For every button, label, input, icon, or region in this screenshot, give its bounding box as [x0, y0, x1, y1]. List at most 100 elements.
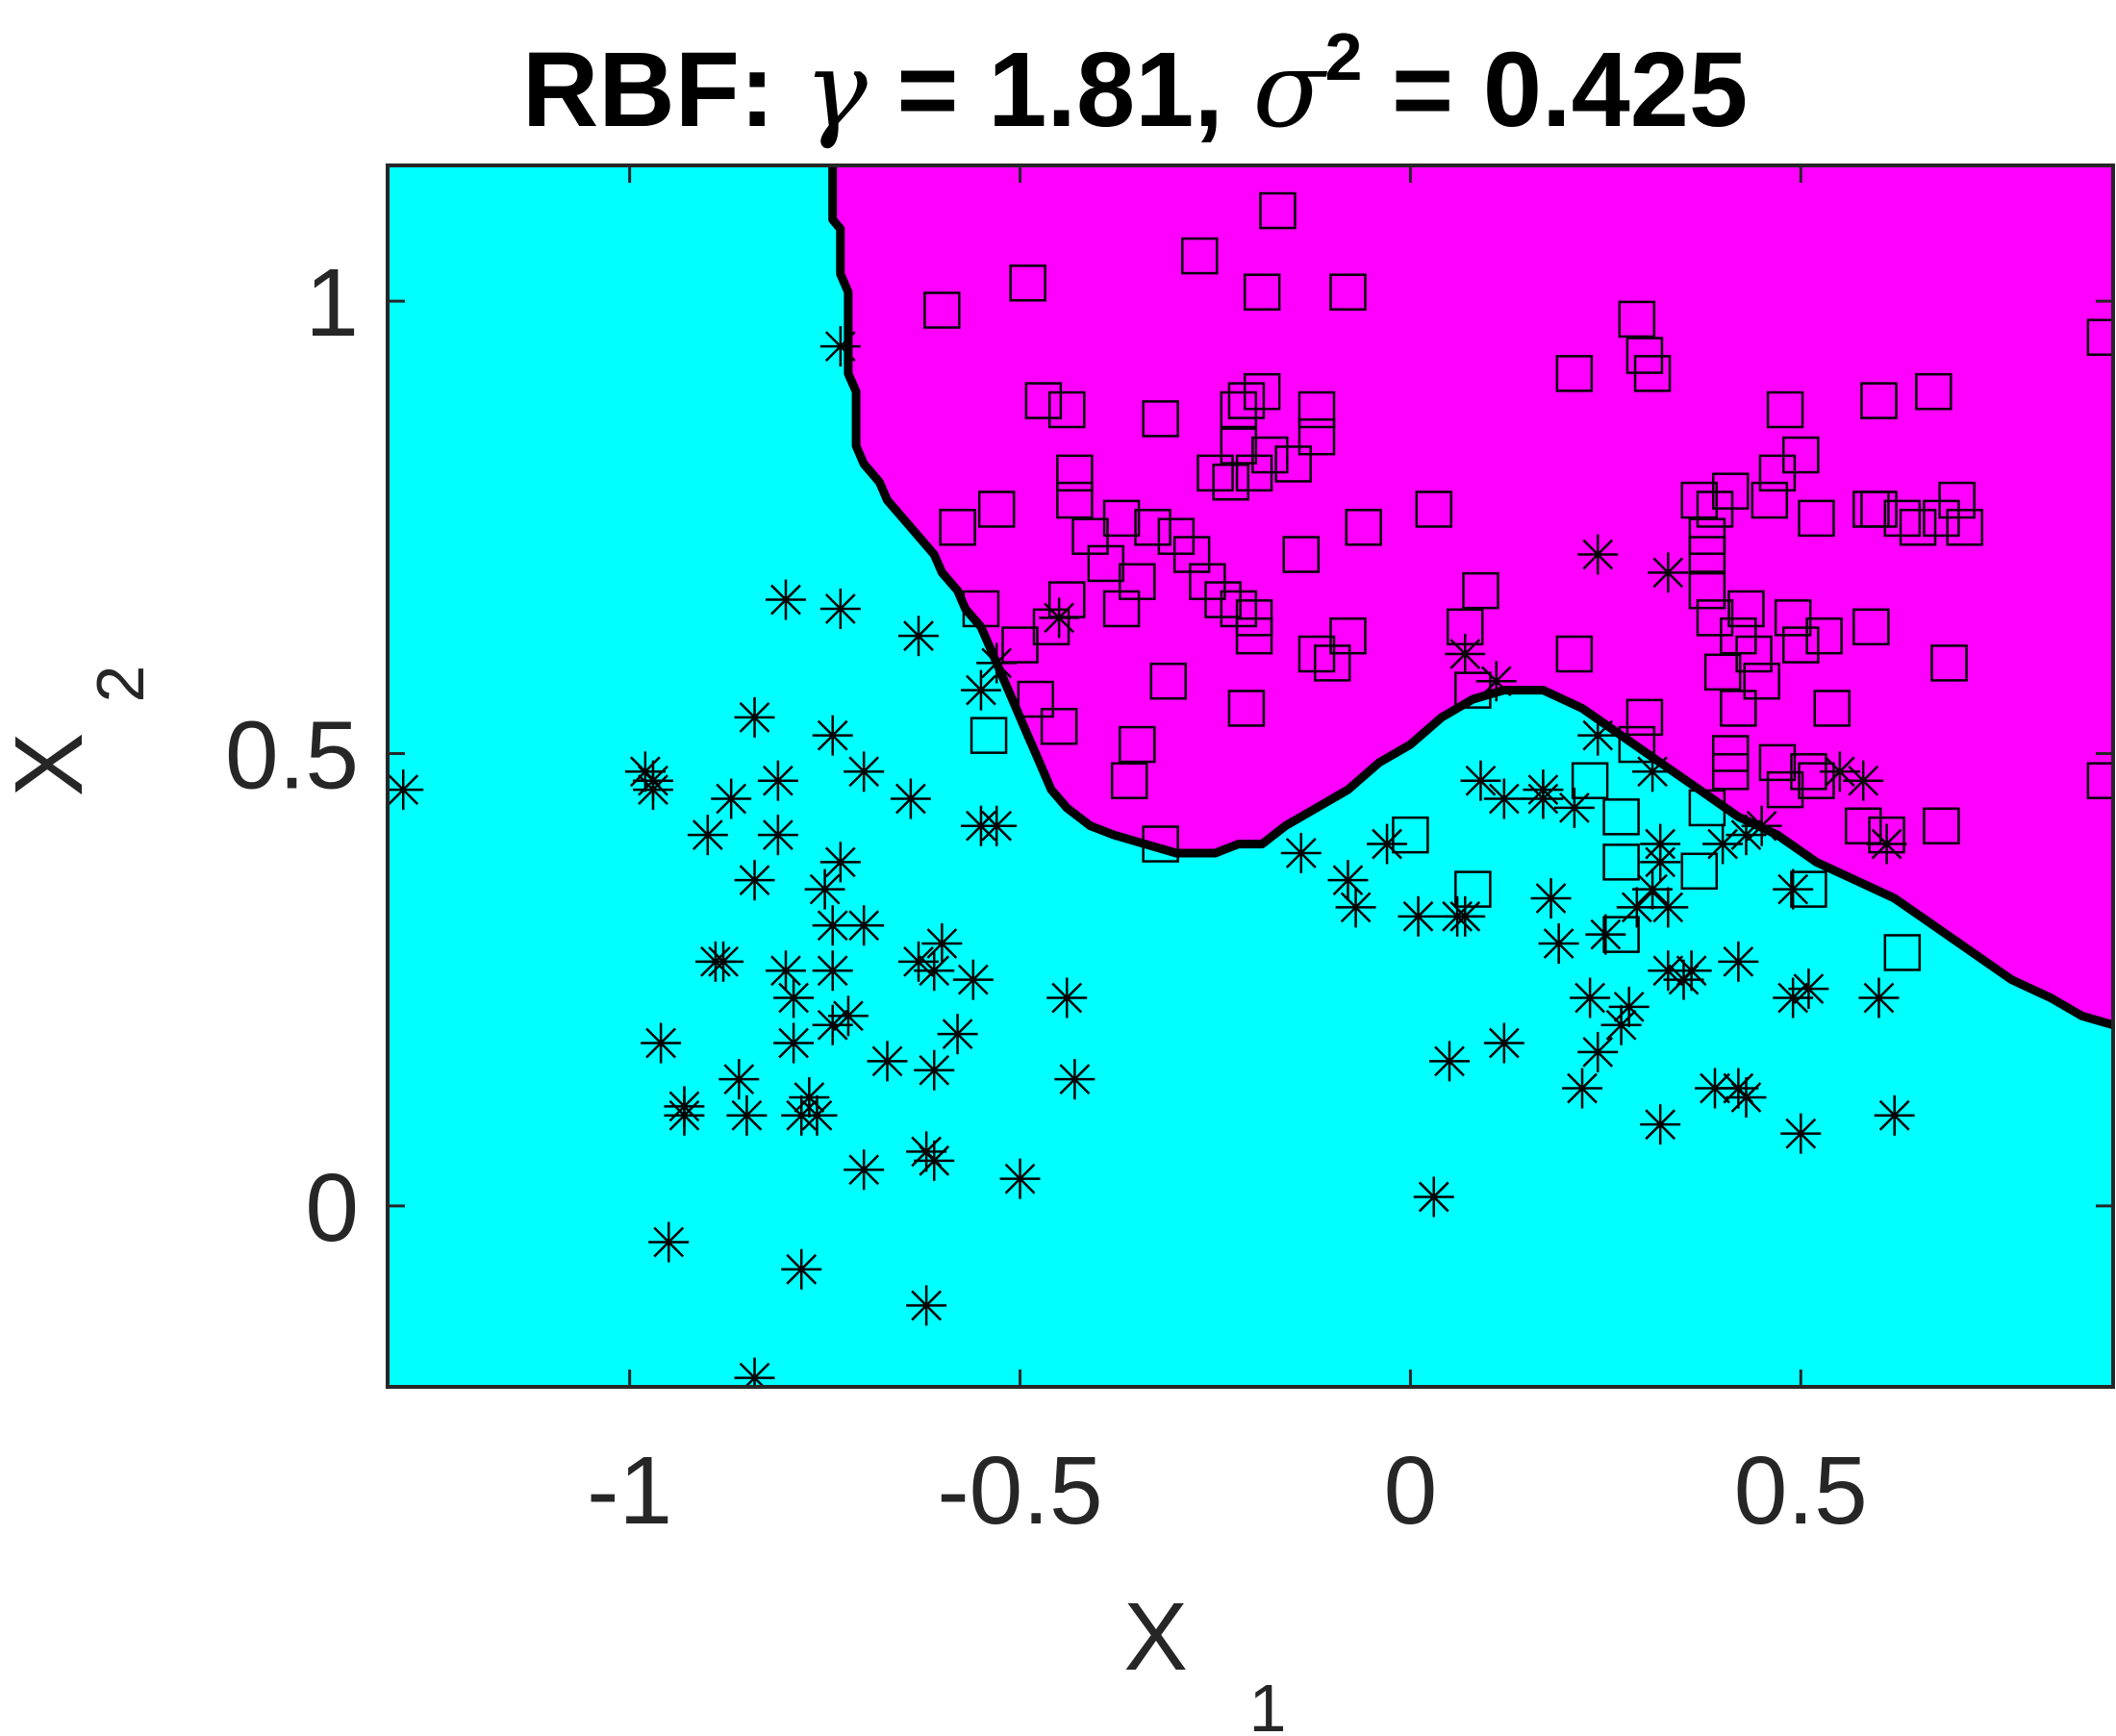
sigma-exponent: 2 [1324, 19, 1363, 95]
square-marker [1868, 816, 1905, 854]
y-tick-label: 0 [305, 1154, 359, 1262]
square-marker [1212, 464, 1249, 501]
asterisk-marker [1553, 787, 1595, 828]
asterisk-marker [789, 1076, 830, 1118]
square-marker [1119, 725, 1156, 764]
square-marker [1923, 807, 1960, 844]
square-marker [1392, 816, 1429, 854]
square-marker [1297, 390, 1336, 429]
square-marker [977, 491, 1016, 528]
square-marker [1618, 300, 1656, 339]
asterisk-marker [1445, 634, 1486, 674]
square-marker [1555, 635, 1594, 673]
asterisk-marker [1335, 887, 1376, 928]
square-marker [1946, 509, 1984, 546]
asterisk-marker [1608, 986, 1650, 1027]
square-marker [1056, 481, 1094, 519]
square-marker [1727, 590, 1765, 628]
square-marker [1180, 237, 1219, 275]
asterisk-marker [1648, 552, 1689, 593]
asterisk-marker [844, 751, 885, 793]
square-marker [1813, 690, 1852, 727]
title-sigma-value: = 0.425 [1362, 31, 1749, 149]
asterisk-marker [1577, 534, 1619, 575]
square-marker [1024, 382, 1063, 419]
square-marker [1415, 491, 1453, 528]
square-marker [1798, 762, 1835, 799]
square-marker [1282, 536, 1321, 573]
asterisk-marker [819, 326, 861, 367]
asterisk-marker [1788, 969, 1829, 1010]
asterisk-marker [1632, 868, 1674, 910]
asterisk-marker [766, 579, 806, 620]
asterisk-marker [796, 1094, 838, 1136]
square-marker [1735, 635, 1773, 673]
square-marker [1119, 563, 1156, 600]
square-marker [1462, 571, 1499, 610]
asterisk-marker [914, 950, 955, 992]
asterisk-marker [1046, 977, 1088, 1019]
asterisk-marker [1054, 1059, 1096, 1100]
square-marker [1329, 273, 1367, 311]
y-axis-label-main: X [0, 733, 103, 797]
asterisk-marker [1280, 832, 1322, 873]
asterisk-marker [633, 769, 673, 811]
asterisk-marker [1702, 823, 1744, 865]
asterisk-marker [898, 941, 939, 982]
square-marker [1688, 536, 1726, 573]
square-marker [1711, 472, 1750, 510]
asterisk-marker [827, 995, 869, 1037]
square-marker [970, 717, 1008, 754]
square-marker [1227, 690, 1266, 727]
asterisk-marker [914, 1049, 955, 1091]
asterisk-marker [757, 815, 798, 856]
gamma-symbol: γ [804, 28, 868, 151]
asterisk-marker [1429, 1041, 1470, 1082]
asterisk-marker [999, 1158, 1041, 1199]
asterisk-marker [703, 941, 744, 982]
square-marker [2086, 318, 2113, 356]
x-axis-label-main: X [1123, 1583, 1188, 1691]
asterisk-marker [812, 1004, 853, 1045]
square-marker [1915, 372, 1952, 411]
square-marker [1782, 626, 1820, 664]
asterisk-marker [766, 950, 806, 992]
asterisk-marker [1773, 868, 1814, 910]
square-marker [1047, 390, 1086, 429]
asterisk-marker [718, 1059, 760, 1100]
square-marker [1297, 417, 1336, 456]
asterisk-marker [1413, 1176, 1454, 1218]
square-marker [1618, 725, 1656, 764]
asterisk-marker [1483, 778, 1524, 819]
square-marker [1798, 499, 1835, 538]
square-marker [1274, 445, 1312, 483]
square-marker [1047, 581, 1086, 618]
square-marker [1142, 400, 1179, 438]
square-marker [1571, 762, 1609, 799]
title-gamma-value: = 1.81, [867, 31, 1253, 149]
asterisk-marker [1648, 887, 1689, 928]
asterisk-marker [734, 1357, 775, 1387]
square-marker [1235, 616, 1273, 655]
asterisk-marker [844, 1149, 885, 1191]
chart-title: RBF: γ = 1.81, σ2 = 0.425 [0, 0, 2116, 164]
asterisk-marker [1327, 860, 1369, 901]
square-marker [1602, 916, 1640, 953]
square-marker [1110, 762, 1148, 799]
square-marker [1680, 852, 1719, 891]
asterisk-marker [952, 959, 994, 1000]
asterisk-marker [388, 769, 424, 811]
asterisk-marker [1780, 1113, 1822, 1154]
square-marker [1852, 608, 1890, 646]
class-region-square [832, 165, 2113, 1025]
square-marker [1930, 644, 1968, 682]
square-marker [1220, 427, 1258, 465]
asterisk-marker [1640, 823, 1681, 865]
square-marker [1345, 509, 1382, 546]
square-marker [1883, 934, 1922, 971]
decision-boundary [828, 165, 2113, 1030]
asterisk-marker [976, 805, 1018, 846]
asterisk-marker [757, 760, 798, 801]
asterisk-marker [1585, 914, 1626, 955]
x-tick-label: -0.5 [937, 1437, 1102, 1545]
